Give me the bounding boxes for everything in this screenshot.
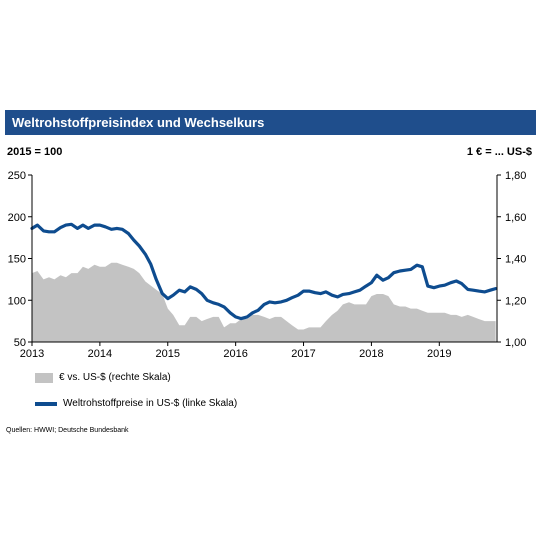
y-right-tick-label: 1,80 bbox=[505, 170, 526, 182]
chart-plot: 50 100 150 200 250 1,00 1,20 1,40 1,60 1,80 2013 20… bbox=[8, 170, 527, 360]
x-tick-label: 2014 bbox=[88, 348, 112, 360]
y-left-tick-label: 200 bbox=[8, 212, 26, 224]
left-axis-caption: 2015 = 100 bbox=[7, 146, 63, 158]
x-tick-label: 2017 bbox=[291, 348, 315, 360]
legend-label-exchange-rate: € vs. US-$ (rechte Skala) bbox=[59, 372, 171, 383]
x-tick-label: 2016 bbox=[223, 348, 247, 360]
right-axis-caption: 1 € = ... US-$ bbox=[466, 146, 532, 158]
x-tick-label: 2015 bbox=[156, 348, 180, 360]
source-note: Quellen: HWWI; Deutsche Bundesbank bbox=[6, 427, 129, 434]
legend-item-exchange-rate: € vs. US-$ (rechte Skala) bbox=[35, 372, 171, 383]
legend-swatch-area bbox=[35, 372, 53, 383]
y-left-tick-label: 250 bbox=[8, 170, 26, 182]
legend-label-commodity-prices: Weltrohstoffpreise in US-$ (linke Skala) bbox=[63, 398, 238, 409]
x-tick-label: 2013 bbox=[20, 348, 44, 360]
chart-title-bar: Weltrohstoffpreisindex und Wechselkurs bbox=[5, 110, 536, 135]
y-left-tick-label: 50 bbox=[14, 337, 26, 349]
x-tick-label: 2018 bbox=[359, 348, 383, 360]
legend-item-commodity-prices: Weltrohstoffpreise in US-$ (linke Skala) bbox=[35, 398, 237, 409]
series-area-exchange-rate bbox=[32, 262, 496, 342]
y-right-tick-label: 1,20 bbox=[505, 295, 526, 307]
y-left-tick-label: 150 bbox=[8, 254, 26, 266]
series-line-commodity-prices bbox=[30, 222, 498, 321]
y-right-tick-label: 1,00 bbox=[505, 337, 526, 349]
x-tick-label: 2019 bbox=[427, 348, 451, 360]
legend-swatch-line bbox=[35, 401, 57, 406]
y-left-tick-label: 100 bbox=[8, 295, 26, 307]
y-right-tick-label: 1,40 bbox=[505, 254, 526, 266]
y-right-tick-label: 1,60 bbox=[505, 212, 526, 224]
chart-title: Weltrohstoffpreisindex und Wechselkurs bbox=[12, 115, 265, 130]
